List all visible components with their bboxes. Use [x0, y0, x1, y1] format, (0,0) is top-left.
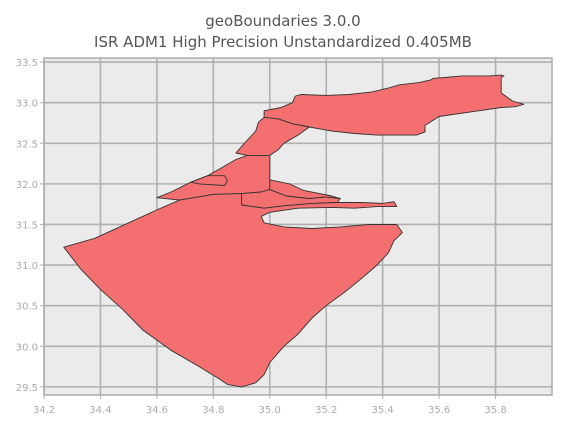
x-tick-label: 34.8 [202, 405, 224, 416]
region-tel-aviv [190, 175, 228, 186]
map-title-line1: geoBoundaries 3.0.0 [205, 12, 360, 30]
y-tick-label: 30.0 [16, 342, 38, 353]
y-tick-label: 30.5 [16, 302, 38, 313]
y-tick-label: 29.5 [16, 383, 38, 394]
y-tick-label: 33.5 [16, 58, 38, 69]
x-tick-label: 35.6 [428, 405, 450, 416]
y-tick-label: 32.5 [16, 139, 38, 150]
region-haifa [235, 116, 310, 156]
map-regions [63, 74, 525, 388]
x-tick-label: 34.2 [33, 405, 55, 416]
x-tick-label: 35.8 [484, 405, 506, 416]
x-tick-label: 34.4 [89, 405, 111, 416]
x-axis-ticks: 34.2 34.4 34.6 34.8 35.0 35.2 35.4 35.6 35.8 [33, 395, 507, 416]
y-tick-label: 32.0 [16, 180, 38, 191]
y-tick-label: 33.0 [16, 99, 38, 110]
x-tick-label: 35.2 [315, 405, 337, 416]
x-tick-label: 35.4 [372, 405, 394, 416]
y-tick-label: 31.5 [16, 220, 38, 231]
region-southern [63, 193, 403, 388]
x-tick-label: 34.6 [146, 405, 168, 416]
x-tick-label: 35.0 [259, 405, 281, 416]
y-axis-ticks: 29.5 30.0 30.5 31.0 31.5 32.0 32.5 33.0 33.5 [16, 58, 44, 394]
plot-frame [43, 57, 553, 396]
region-golan-west-bank-area [269, 179, 341, 199]
y-tick-label: 31.0 [16, 261, 38, 272]
map-title-line2: ISR ADM1 High Precision Unstandardized 0… [94, 33, 472, 51]
